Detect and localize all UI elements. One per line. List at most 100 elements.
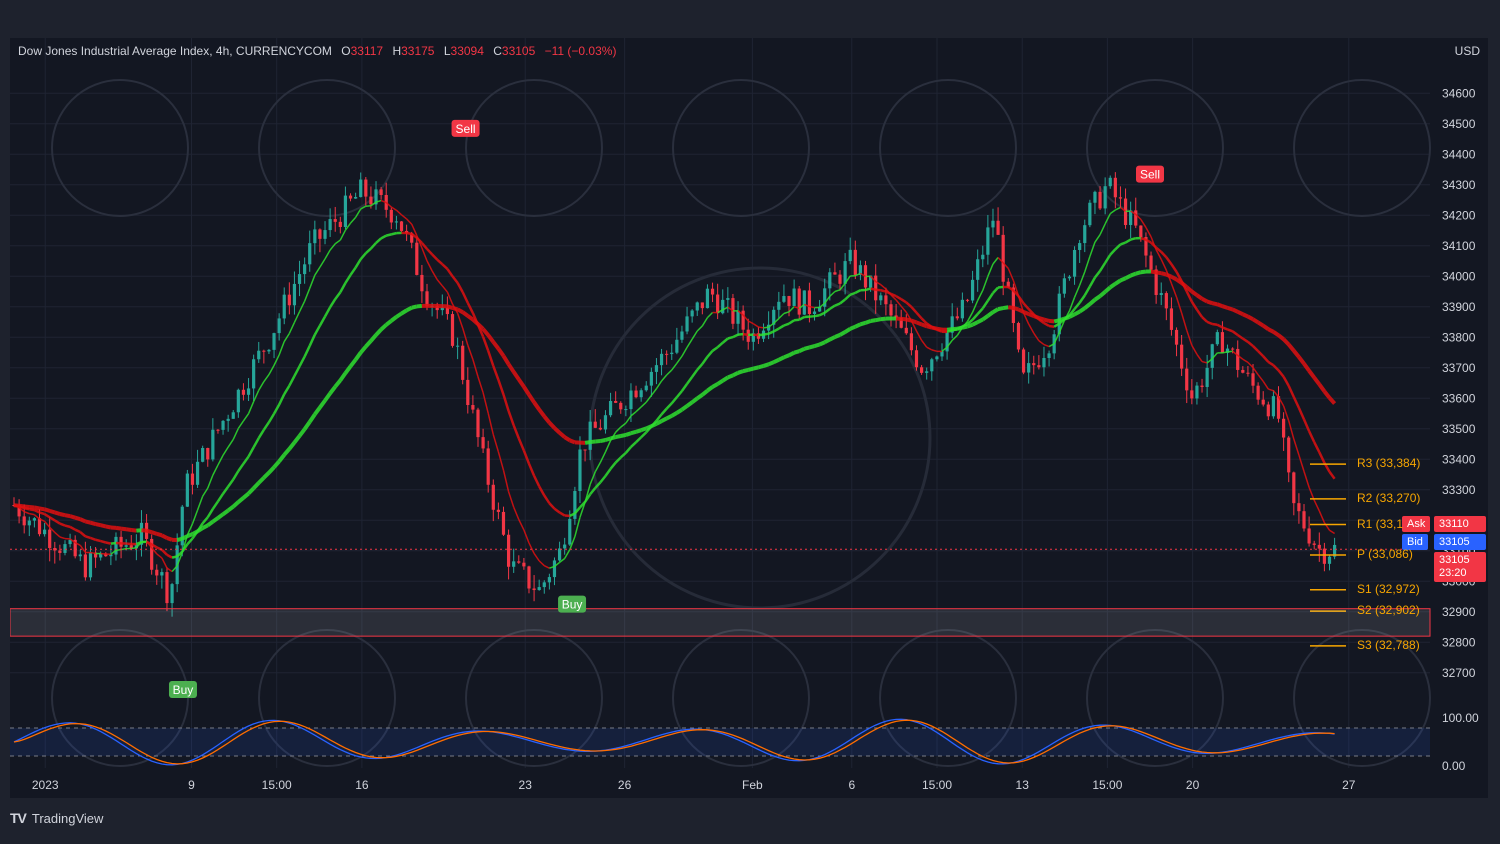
ema-line — [497, 379, 505, 395]
ema-line — [1221, 304, 1229, 310]
candle — [1088, 202, 1092, 226]
ema-line — [115, 525, 122, 531]
x-tick-label: 9 — [188, 778, 195, 792]
x-tick-label: 23 — [519, 778, 533, 792]
ema-line — [227, 478, 235, 488]
ema-line — [900, 316, 907, 322]
ema-line — [635, 428, 642, 434]
candle — [517, 561, 521, 563]
ema-line — [302, 420, 312, 431]
stoch-d-line — [13, 719, 1335, 765]
ema-line — [1175, 296, 1183, 314]
candle — [37, 518, 42, 535]
ema-line — [33, 505, 40, 511]
candle — [777, 301, 781, 310]
ema-line — [752, 323, 759, 328]
ema-line — [772, 357, 780, 364]
ema-line — [1307, 430, 1316, 443]
ema-line — [579, 501, 586, 509]
candle — [160, 572, 164, 576]
low-value: 33094 — [450, 44, 484, 58]
ema-line — [471, 318, 480, 326]
price-chart[interactable]: 34600 34500 34400 34300 34200 34100 34000 33900… — [10, 38, 1488, 798]
ema-line — [615, 434, 622, 440]
ema-line — [517, 437, 526, 452]
ema-line — [406, 218, 413, 225]
candle — [262, 350, 266, 352]
ema-line — [273, 354, 280, 366]
ema-line — [242, 455, 250, 465]
ema-line — [369, 333, 378, 343]
ema-line — [1022, 310, 1030, 316]
ema-line — [542, 415, 551, 424]
candle — [644, 385, 648, 391]
ema-line — [211, 516, 220, 524]
ema-line — [823, 307, 831, 314]
ema-line — [1297, 407, 1306, 420]
ema-line — [1068, 312, 1076, 319]
ema-line — [1130, 210, 1137, 215]
ema-line — [151, 530, 158, 536]
x-tick-label: 16 — [355, 778, 369, 792]
candle — [1231, 348, 1235, 350]
ema-line — [1231, 330, 1239, 337]
pivot-label: P (33,086) — [1357, 547, 1413, 562]
ema-line — [1165, 272, 1173, 279]
ema-line — [390, 315, 398, 323]
ema-line — [1185, 285, 1194, 294]
ema-line — [1048, 318, 1055, 324]
ema-line — [257, 476, 266, 485]
ema-line — [492, 365, 500, 381]
candle — [588, 421, 592, 450]
candle — [206, 447, 210, 460]
ema-line — [527, 393, 536, 404]
candle — [389, 209, 393, 223]
signal-label: Sell — [456, 122, 476, 136]
ema-line — [1293, 438, 1300, 456]
ema-line — [1292, 349, 1301, 359]
candle — [425, 291, 429, 307]
ema-line — [1017, 295, 1025, 305]
candle — [1215, 332, 1219, 345]
ema-line — [303, 288, 311, 302]
ema-line — [793, 318, 800, 322]
watermark-circle — [879, 629, 1017, 767]
ema-line — [49, 526, 56, 533]
ema-line — [1002, 305, 1009, 311]
y-tick-label: 33700 — [1442, 361, 1476, 375]
ema-line — [339, 282, 347, 293]
ema-line — [722, 306, 729, 311]
candle — [1149, 255, 1153, 270]
ema-line — [645, 395, 652, 403]
candle — [1016, 323, 1021, 350]
candle — [129, 545, 133, 549]
candle — [410, 233, 414, 243]
ema-line — [441, 263, 449, 270]
candle — [654, 365, 659, 372]
candle — [981, 254, 985, 260]
ema-line — [910, 318, 918, 325]
candle — [899, 317, 903, 328]
ema-line — [1155, 270, 1162, 276]
ema-line — [252, 481, 261, 490]
ema-line — [1216, 302, 1224, 309]
candle — [1067, 276, 1072, 279]
ema-line — [854, 272, 861, 277]
candle — [1210, 344, 1214, 368]
ema-line — [716, 379, 724, 386]
ema-line — [711, 346, 719, 352]
ema-line — [864, 319, 872, 325]
ema-line — [39, 506, 45, 512]
ema-line — [1241, 312, 1249, 319]
ema-line — [895, 299, 902, 307]
watermark-circle — [1293, 79, 1431, 217]
ema-line — [481, 336, 490, 352]
ema-line — [548, 502, 556, 510]
ema-line — [54, 510, 61, 516]
candle — [415, 242, 419, 275]
ema-line — [384, 319, 393, 327]
ema-line — [1287, 343, 1296, 352]
ema-line — [308, 413, 317, 424]
ema-line — [798, 303, 805, 310]
tradingview-brand[interactable]: TV TradingView — [10, 810, 103, 826]
